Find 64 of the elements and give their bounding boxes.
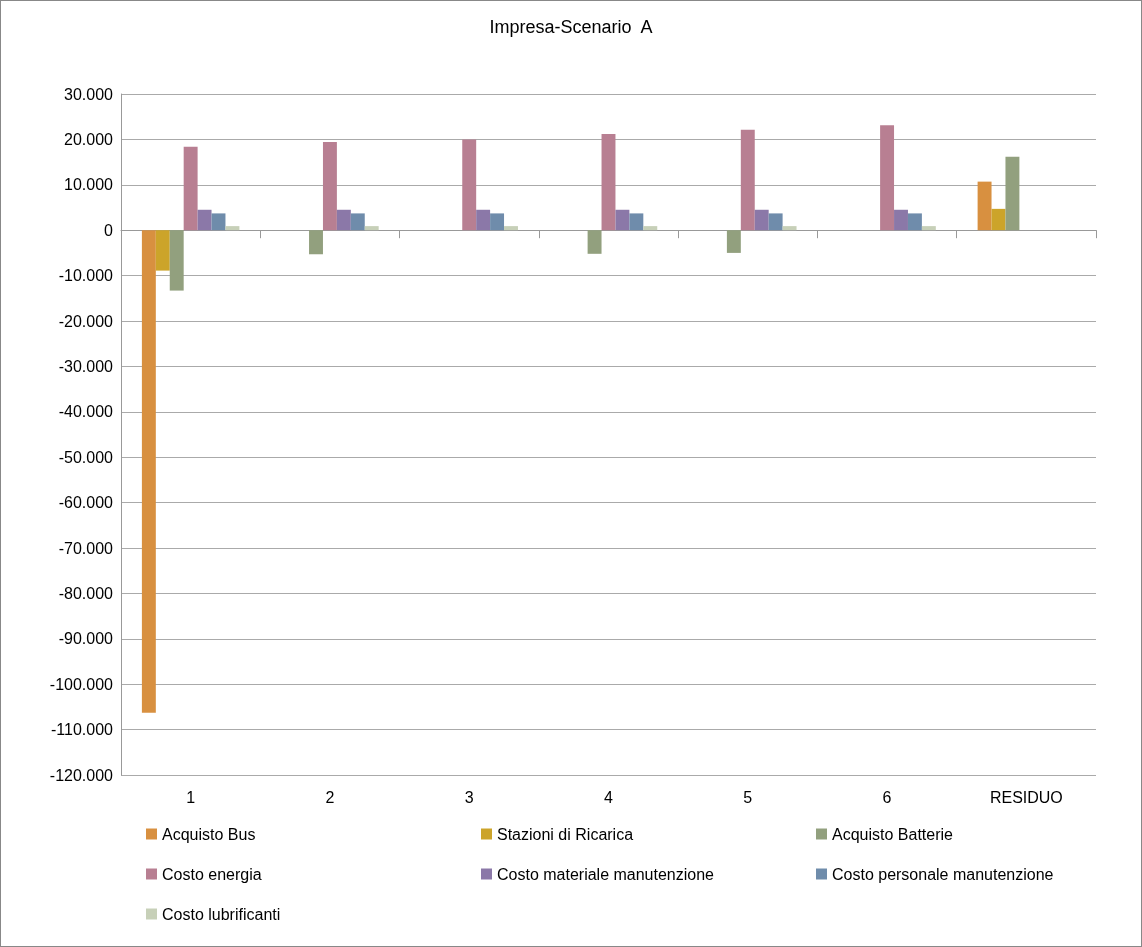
- chart-title: Impresa-Scenario A: [489, 17, 653, 37]
- y-tick-label: -110.000: [51, 721, 114, 739]
- y-tick-label: 0: [104, 221, 114, 239]
- bar: [141, 230, 156, 713]
- y-tick-label: -20.000: [58, 312, 114, 330]
- y-tick-label: -100.000: [49, 675, 114, 693]
- y-tick-label: -120.000: [49, 766, 114, 784]
- legend-label: Costo lubrificanti: [162, 905, 281, 923]
- y-tick-label: 20.000: [64, 130, 114, 148]
- y-tick-label: -30.000: [58, 357, 114, 375]
- bar: [155, 230, 170, 271]
- bar: [991, 208, 1006, 231]
- x-tick-label: 3: [464, 788, 474, 806]
- bar: [350, 213, 365, 231]
- bar: [225, 226, 240, 231]
- x-tick-label: 2: [325, 788, 335, 806]
- x-tick-label: 4: [604, 788, 614, 806]
- bar: [894, 209, 908, 231]
- bar: [197, 209, 212, 231]
- x-tick-label: RESIDUO: [989, 788, 1063, 806]
- bar: [907, 213, 922, 231]
- legend-label: Acquisto Bus: [162, 825, 256, 843]
- bar: [587, 230, 602, 254]
- bar: [504, 226, 518, 231]
- legend-label: Acquisto Batterie: [832, 825, 954, 843]
- bar: [364, 226, 379, 231]
- y-tick-label: -70.000: [58, 539, 114, 557]
- bar: [726, 230, 741, 253]
- y-tick-label: 30.000: [64, 85, 114, 103]
- bar: [211, 213, 226, 231]
- bar: [336, 209, 351, 231]
- bar: [782, 226, 797, 231]
- y-tick-label: -90.000: [58, 630, 114, 648]
- y-tick-label: 10.000: [64, 176, 114, 194]
- y-tick-label: -80.000: [58, 584, 114, 602]
- x-tick-label: 6: [882, 788, 892, 806]
- legend-label: Costo energia: [162, 865, 262, 883]
- bar: [476, 209, 491, 231]
- legend-label: Costo materiale manutenzione: [497, 865, 715, 883]
- bar: [1005, 156, 1020, 231]
- legend-label: Stazioni di Ricarica: [497, 825, 634, 843]
- bar: [615, 209, 630, 231]
- bar: [643, 226, 658, 231]
- bar: [977, 181, 992, 231]
- bar: [462, 139, 477, 231]
- bar: [309, 230, 323, 255]
- x-tick-label: 1: [186, 788, 196, 806]
- bar: [768, 213, 783, 231]
- bar: [921, 226, 936, 231]
- bar: [740, 129, 755, 231]
- bar: [601, 133, 616, 231]
- bar: [880, 125, 895, 231]
- y-tick-label: -10.000: [58, 267, 114, 285]
- x-tick-label: 5: [743, 788, 753, 806]
- bar: [629, 213, 644, 231]
- bar: [169, 230, 184, 291]
- y-tick-label: -50.000: [58, 448, 114, 466]
- bar: [183, 146, 198, 231]
- legend-label: Costo personale manutenzione: [832, 865, 1054, 883]
- y-tick-label: -60.000: [58, 494, 114, 512]
- bar: [490, 213, 505, 231]
- y-tick-label: -40.000: [58, 403, 114, 421]
- bar: [754, 209, 769, 231]
- bar: [322, 142, 337, 231]
